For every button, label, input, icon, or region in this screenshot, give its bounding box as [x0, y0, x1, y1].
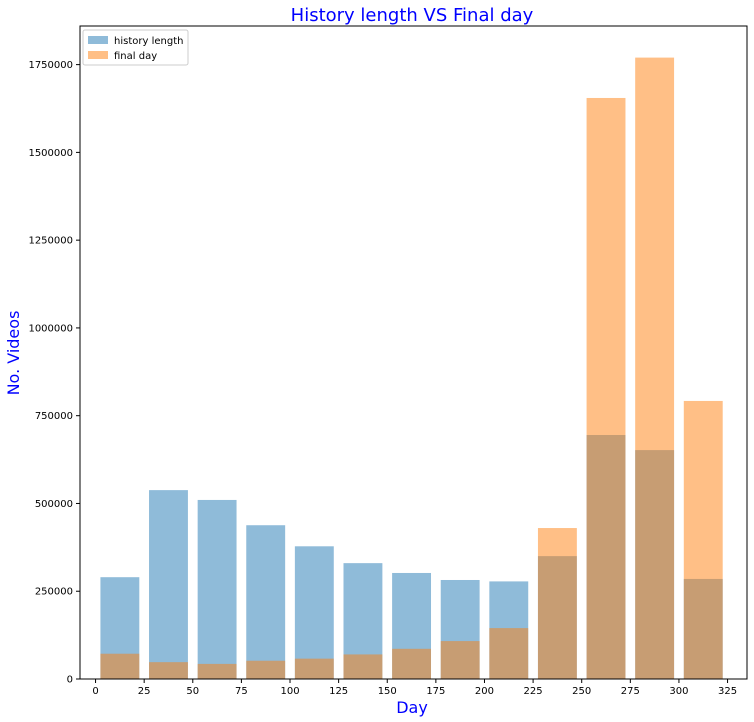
bar-final-day-8	[489, 628, 529, 679]
y-tick-label: 1750000	[28, 60, 73, 71]
legend: history length final day	[82, 29, 189, 66]
y-axis-title: No. Videos	[4, 311, 23, 396]
bar-final-day-5	[343, 654, 383, 679]
x-tick-label: 150	[378, 686, 397, 697]
bar-final-day-10	[586, 97, 626, 679]
bar-history-length-1	[149, 490, 188, 679]
x-axis: 0 25 50 75 100 125 150 175 200 225 250 275 300 325	[92, 679, 737, 697]
x-tick-label: 100	[280, 686, 299, 697]
bar-final-day-0	[100, 653, 140, 679]
x-tick-label: 25	[138, 686, 151, 697]
y-axis: 0 250000 500000 750000 1000000 1250000 1500000…	[28, 60, 80, 686]
y-tick-label: 0	[67, 675, 73, 686]
plot-frame	[79, 25, 748, 680]
x-tick-label: 125	[329, 686, 348, 697]
x-tick-label: 175	[426, 686, 445, 697]
bar-history-length-3	[246, 525, 286, 679]
y-tick-label: 250000	[35, 587, 73, 598]
bar-final-day-3	[246, 660, 286, 679]
legend-swatch-final-day	[88, 51, 108, 59]
y-tick-label: 1500000	[28, 148, 73, 159]
chart-title: History length VS Final day	[291, 5, 534, 26]
x-tick-label: 50	[186, 686, 199, 697]
legend-label-final-day: final day	[114, 51, 157, 62]
bar-final-day-12	[683, 400, 723, 679]
x-tick-label: 0	[92, 686, 98, 697]
bar-final-day-11	[635, 57, 675, 679]
y-tick-label: 750000	[35, 411, 73, 422]
legend-label-history-length: history length	[114, 36, 183, 47]
x-tick-label: 275	[621, 686, 640, 697]
bar-final-day-7	[440, 641, 480, 679]
bar-final-day-4	[294, 658, 334, 679]
y-tick-label: 1000000	[28, 323, 73, 334]
bar-final-day-6	[392, 648, 432, 679]
bar-final-day-9	[537, 528, 577, 679]
x-axis-title: Day	[396, 698, 428, 717]
y-tick-label: 1250000	[28, 236, 73, 247]
bar-final-day-1	[149, 662, 188, 679]
x-tick-label: 325	[718, 686, 737, 697]
x-tick-label: 300	[669, 686, 688, 697]
x-tick-label: 200	[475, 686, 494, 697]
bar-history-length-2	[197, 499, 237, 679]
x-tick-label: 75	[235, 686, 248, 697]
bars-group	[100, 57, 723, 679]
bar-final-day-2	[197, 663, 237, 679]
legend-swatch-history-length	[88, 36, 108, 44]
bar-history-length-4	[294, 546, 334, 679]
x-tick-label: 250	[572, 686, 591, 697]
x-tick-label: 225	[524, 686, 543, 697]
y-tick-label: 500000	[35, 499, 73, 510]
legend-box	[82, 29, 189, 66]
